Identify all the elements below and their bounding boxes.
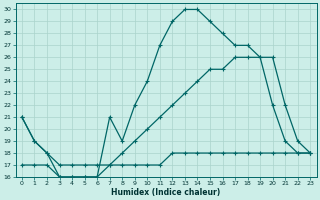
X-axis label: Humidex (Indice chaleur): Humidex (Indice chaleur) <box>111 188 221 197</box>
